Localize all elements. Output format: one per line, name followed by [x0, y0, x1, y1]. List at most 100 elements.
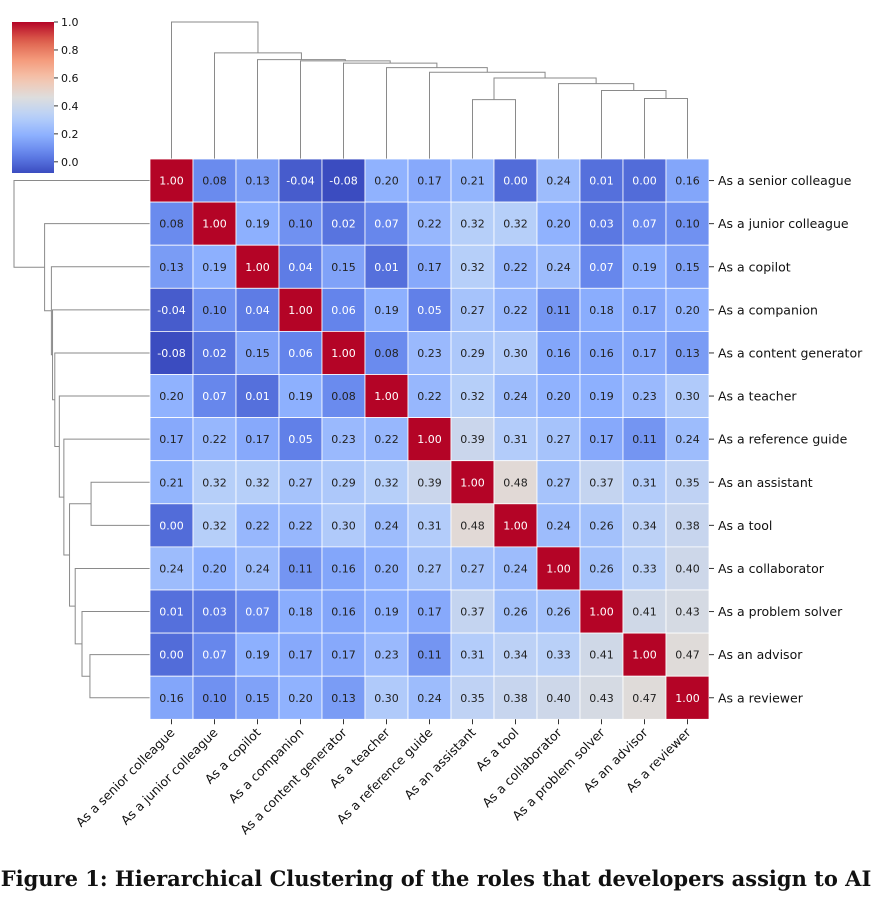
dendrogram-link [429, 71, 546, 159]
cell-value-label: 0.05 [417, 304, 442, 317]
cell-value-label: 0.17 [417, 261, 442, 274]
heatmap-cell [536, 503, 581, 548]
heatmap-cell [321, 417, 366, 462]
cell-value-label: 0.24 [245, 562, 270, 575]
cell-value-label: 0.11 [288, 562, 313, 575]
heatmap-cell [493, 675, 538, 720]
dendrogram-link [50, 266, 150, 356]
colorbar-tick-label: 0.8 [61, 44, 79, 57]
row-label: As a senior colleague [718, 173, 852, 188]
heatmap-cell [579, 244, 624, 289]
heatmap-cell [579, 503, 624, 548]
cell-value-label: 0.19 [245, 649, 270, 662]
cell-value-label: 0.18 [288, 606, 313, 619]
cell-value-label: 0.31 [460, 649, 485, 662]
heatmap-cell [235, 201, 280, 246]
cell-value-label: 0.26 [546, 606, 571, 619]
heatmap-cell [579, 675, 624, 720]
cell-value-label: 0.21 [159, 476, 184, 489]
cell-value-label: 0.24 [503, 390, 528, 403]
cell-value-label: 0.15 [245, 347, 270, 360]
heatmap-cell [579, 632, 624, 677]
dendrogram-link [386, 67, 488, 159]
heatmap-cell [493, 503, 538, 548]
cell-value-label: 0.38 [503, 692, 528, 705]
heatmap-cell [321, 503, 366, 548]
heatmap-cell [579, 417, 624, 462]
row-label: As a problem solver [718, 604, 843, 619]
cell-value-label: 0.13 [159, 261, 184, 274]
cell-value-label: 0.32 [460, 390, 485, 403]
heatmap-cell [665, 287, 710, 332]
cell-value-label: 0.05 [288, 433, 313, 446]
cell-value-label: 1.00 [288, 304, 313, 317]
cell-value-label: 0.16 [331, 562, 356, 575]
cell-value-label: 0.01 [245, 390, 270, 403]
heatmap-cell [278, 201, 323, 246]
heatmap-cell [536, 417, 581, 462]
cell-value-label: 0.23 [374, 649, 399, 662]
dendrogram-link [300, 60, 391, 159]
heatmap-cell [622, 675, 667, 720]
cell-value-label: -0.08 [329, 175, 357, 188]
cell-value-label: 0.20 [546, 218, 571, 231]
heatmap-cell [450, 589, 495, 634]
cell-value-label: 1.00 [245, 261, 270, 274]
cell-value-label: 0.32 [374, 476, 399, 489]
cell-value-label: 0.31 [503, 433, 528, 446]
left-dendrogram [13, 180, 150, 699]
cell-value-label: 0.32 [460, 218, 485, 231]
heatmap-cell [235, 417, 280, 462]
heatmap-cell [235, 460, 280, 505]
cell-value-label: 0.00 [159, 519, 184, 532]
heatmap-cell [192, 460, 237, 505]
heatmap-cell [192, 158, 237, 203]
cell-value-label: 1.00 [202, 218, 227, 231]
cell-value-label: 0.38 [675, 519, 700, 532]
cell-value-label: 0.06 [288, 347, 313, 360]
heatmap-cell [321, 330, 366, 375]
cell-value-label: 0.15 [245, 692, 270, 705]
heatmap-cell [536, 589, 581, 634]
dendrogram-link [171, 21, 259, 159]
heatmap-cell [321, 546, 366, 591]
heatmap-cell [364, 589, 409, 634]
heatmap-cell [407, 632, 452, 677]
colorbar-tick-label: 0.4 [61, 100, 79, 113]
heatmap-cell [364, 287, 409, 332]
cell-value-label: 0.24 [546, 261, 571, 274]
heatmap-cell [536, 460, 581, 505]
cell-value-label: 0.22 [202, 433, 227, 446]
heatmap-cell [407, 158, 452, 203]
cell-value-label: 0.27 [546, 433, 571, 446]
heatmap-cell [493, 460, 538, 505]
cell-value-label: 0.20 [374, 562, 399, 575]
cell-value-label: 0.26 [589, 519, 614, 532]
cell-value-label: 0.30 [331, 519, 356, 532]
cell-value-label: 0.37 [589, 476, 614, 489]
cell-value-label: 1.00 [331, 347, 356, 360]
row-label: As a companion [718, 302, 818, 317]
heatmap-cell [364, 675, 409, 720]
dendrogram-link [644, 97, 688, 159]
column-label: As a companion [225, 725, 306, 806]
heatmap-cell [493, 546, 538, 591]
cell-value-label: 0.01 [374, 261, 399, 274]
heatmap-cell [149, 374, 194, 418]
cell-value-label: 0.00 [503, 175, 528, 188]
cell-value-label: 0.20 [374, 175, 399, 188]
cell-value-label: 0.16 [159, 692, 184, 705]
row-label: As a content generator [718, 345, 863, 360]
dendrogram-link [69, 503, 92, 607]
heatmap-cell [493, 417, 538, 462]
cell-value-label: 0.26 [589, 562, 614, 575]
cell-value-label: 0.30 [374, 692, 399, 705]
cell-value-label: 0.08 [331, 390, 356, 403]
cell-value-label: 0.19 [374, 606, 399, 619]
heatmap-cell [149, 632, 194, 677]
figure-caption: Figure 1: Hierarchical Clustering of the… [0, 866, 872, 891]
dendrogram-link [13, 180, 150, 268]
heatmap-cell [622, 244, 667, 289]
heatmap-cell [622, 330, 667, 375]
cell-value-label: 0.10 [288, 218, 313, 231]
